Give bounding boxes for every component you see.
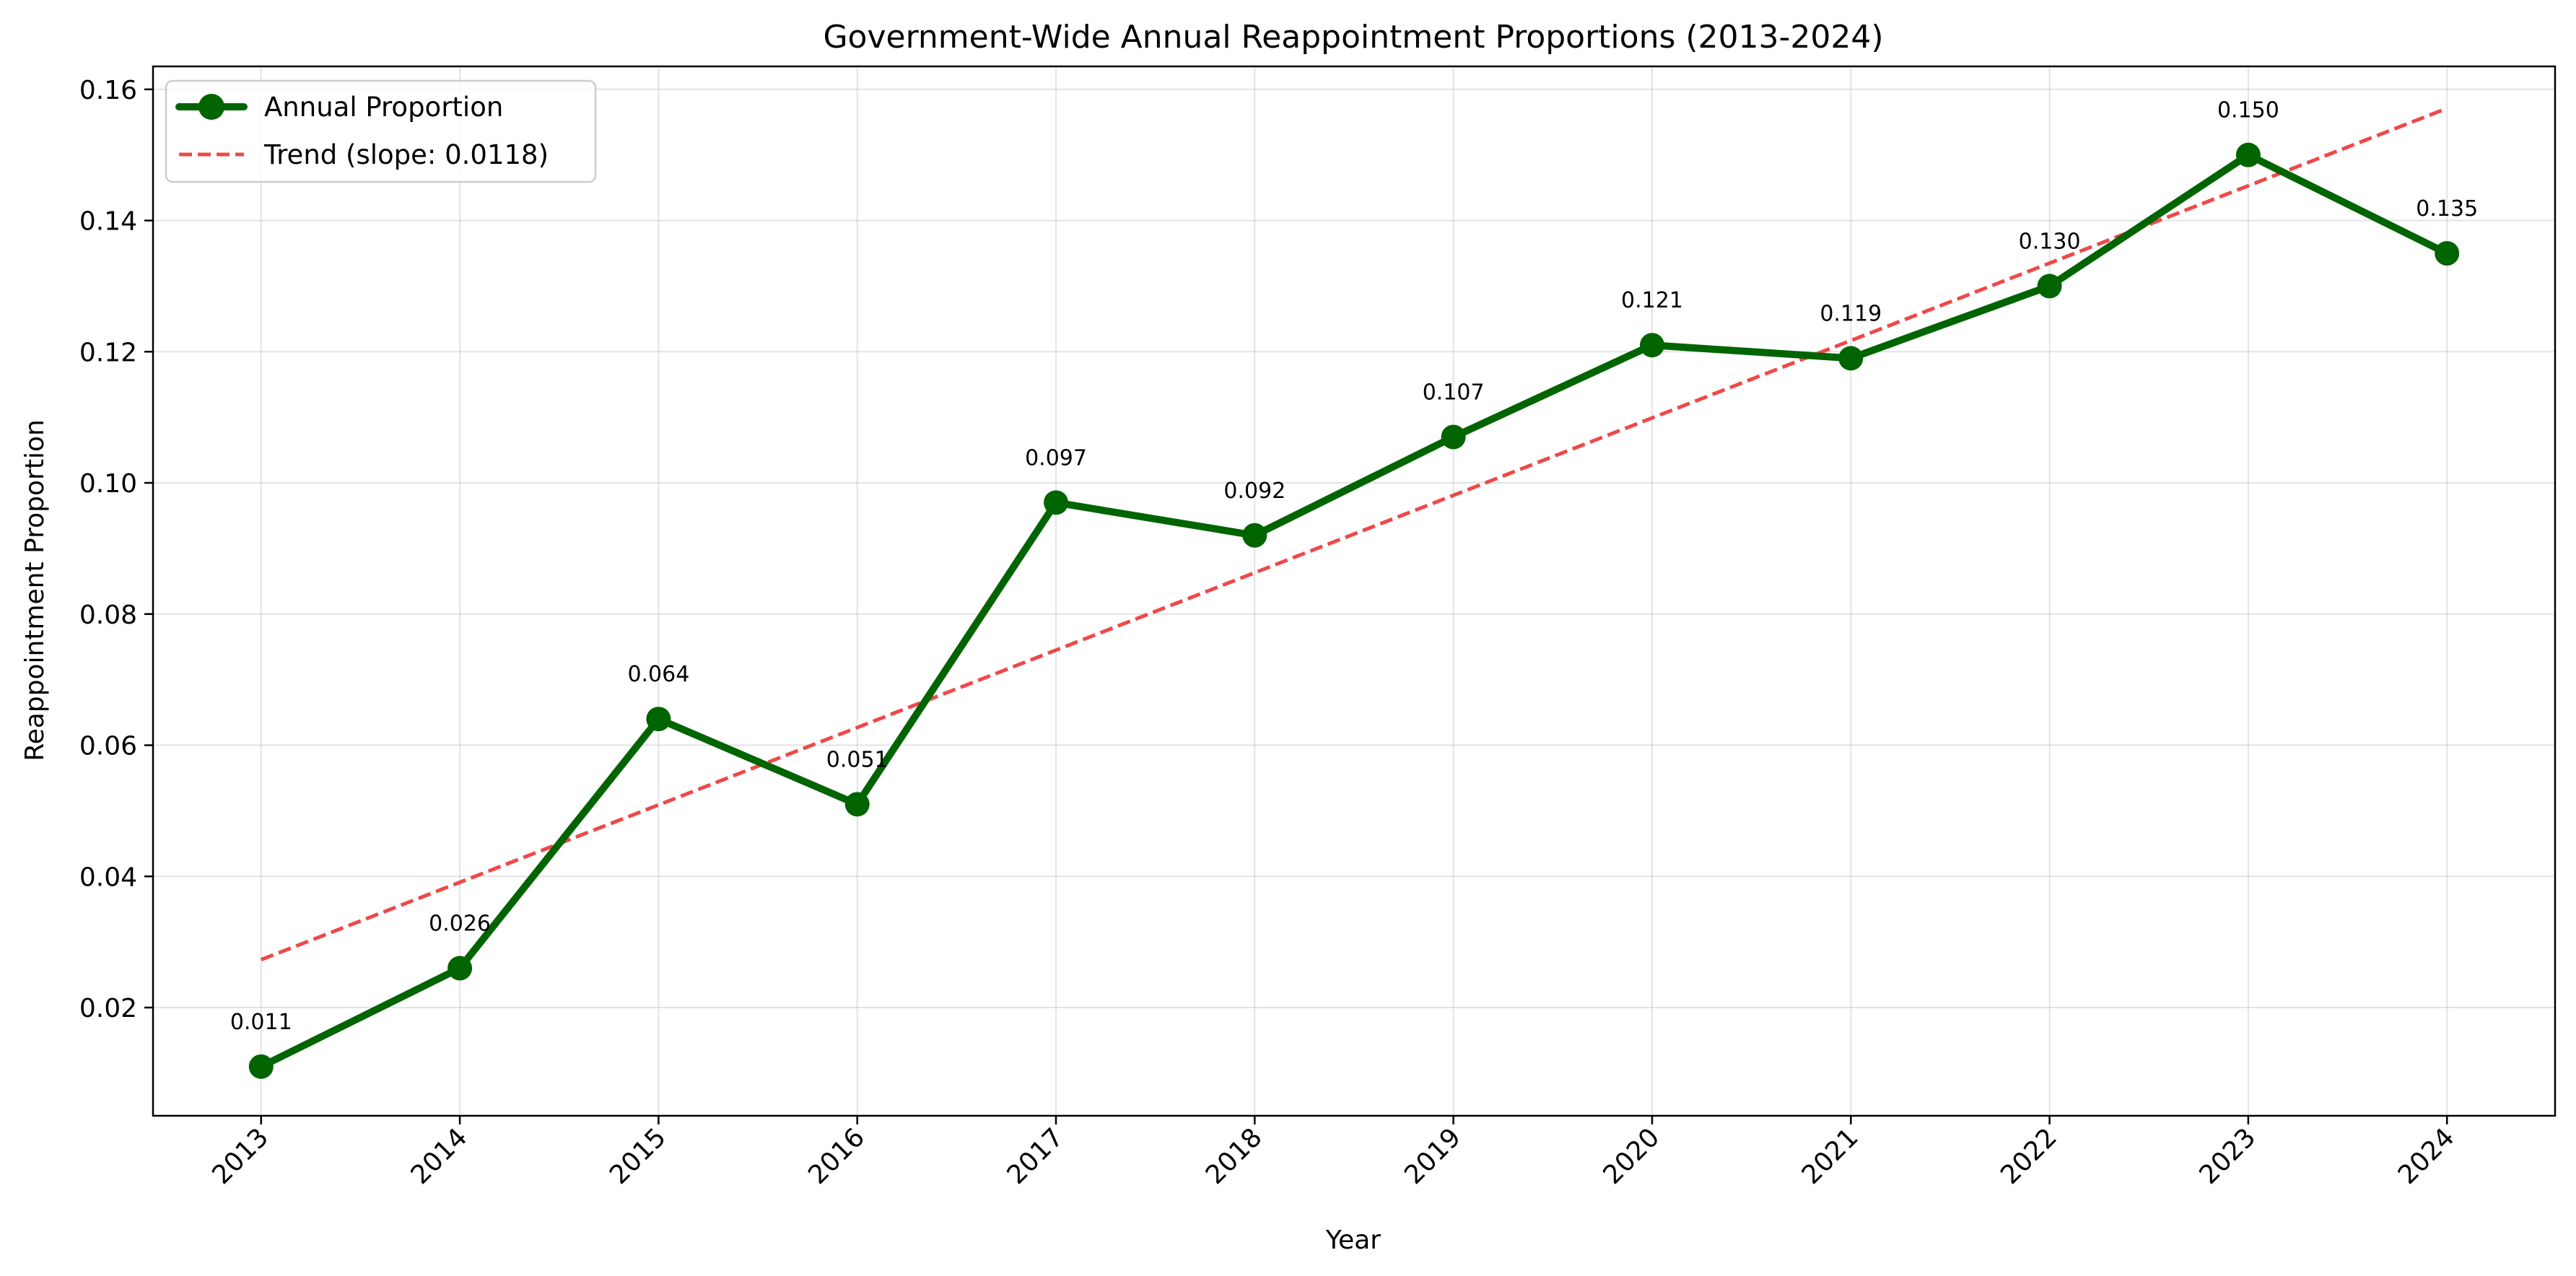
y-tick-label: 0.12 — [79, 338, 137, 367]
plot-frame — [152, 65, 2557, 1117]
data-point — [2235, 142, 2261, 167]
data-label: 0.135 — [2416, 196, 2478, 222]
data-label: 0.150 — [2217, 98, 2279, 123]
data-labels: 0.011 0.026 0.064 0.051 0.097 0.092 0.107 0.121… — [230, 98, 2478, 1035]
data-point — [1044, 490, 1069, 515]
legend-label-trend: Trend (slope: 0.0118) — [263, 139, 549, 170]
annual-proportion-line — [259, 151, 2449, 1070]
data-point — [1838, 346, 1864, 371]
data-label: 0.026 — [429, 912, 491, 937]
y-tick-label: 0.04 — [79, 862, 137, 892]
data-point — [1441, 424, 1466, 450]
data-label: 0.011 — [230, 1010, 292, 1035]
legend-box — [165, 79, 597, 183]
y-tick-label: 0.08 — [79, 600, 137, 630]
data-label: 0.130 — [2019, 229, 2081, 254]
data-point — [2435, 240, 2460, 266]
trend-series — [260, 106, 2448, 962]
y-axis-label: Reappointment Proportion — [20, 419, 50, 761]
data-label: 0.064 — [627, 662, 689, 687]
data-point — [2037, 274, 2062, 299]
legend-marker-annual — [198, 94, 224, 120]
data-label: 0.121 — [1621, 288, 1683, 313]
data-label: 0.092 — [1223, 478, 1285, 504]
data-label: 0.097 — [1025, 445, 1087, 471]
y-tick-label: 0.06 — [79, 732, 137, 761]
y-tick-label: 0.14 — [79, 207, 137, 237]
chart-title: Government-Wide Annual Reappointment Pro… — [823, 19, 1883, 56]
data-label: 0.107 — [1423, 380, 1485, 405]
data-point — [646, 707, 671, 732]
y-tick-label: 0.16 — [79, 76, 137, 105]
y-tick-label: 0.02 — [79, 994, 137, 1023]
trend-line — [260, 106, 2448, 962]
data-point — [1639, 333, 1664, 358]
data-label: 0.119 — [1820, 301, 1882, 326]
legend: Annual Proportion Trend (slope: 0.0118) — [165, 79, 597, 183]
data-point — [447, 956, 473, 981]
y-tick-label: 0.10 — [79, 469, 137, 499]
data-point — [844, 792, 870, 817]
data-point — [248, 1054, 274, 1079]
x-axis-label: Year — [1325, 1225, 1381, 1255]
data-label: 0.051 — [826, 747, 888, 772]
data-point — [1242, 523, 1267, 548]
annual-series — [248, 142, 2460, 1079]
legend-label-annual: Annual Proportion — [264, 92, 503, 123]
